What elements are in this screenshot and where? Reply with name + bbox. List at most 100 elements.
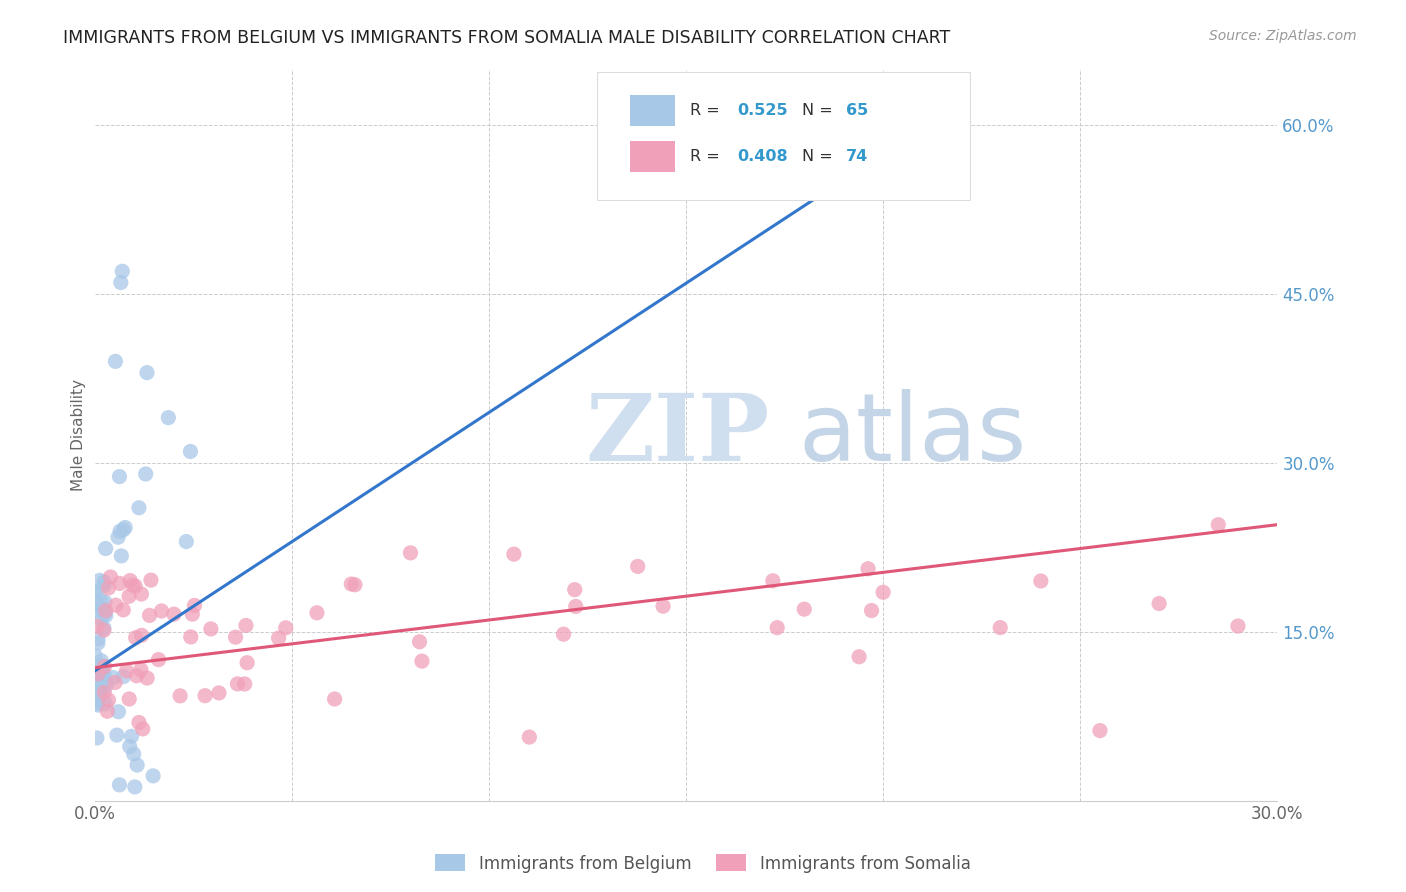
Point: [200, 622, 222, 636]
Point: [163, 607, 186, 622]
Point: [179, 444, 201, 458]
Point: [96, 679, 118, 693]
Point: [104, 598, 127, 612]
Point: [848, 649, 870, 664]
Point: [121, 578, 143, 592]
Legend: Immigrants from Belgium, Immigrants from Somalia: Immigrants from Belgium, Immigrants from…: [429, 847, 977, 880]
Point: [90, 593, 112, 607]
Point: [91, 665, 114, 679]
Point: [127, 758, 149, 772]
Point: [91, 672, 114, 686]
Point: [124, 780, 146, 794]
Point: [93, 659, 115, 673]
Point: [112, 523, 135, 537]
Point: [90, 662, 112, 676]
Point: [94, 607, 117, 621]
Point: [553, 627, 575, 641]
FancyBboxPatch shape: [598, 72, 970, 201]
Point: [180, 630, 202, 644]
Point: [1088, 723, 1111, 738]
Point: [104, 675, 127, 690]
Point: [399, 546, 422, 560]
Point: [139, 573, 162, 587]
Point: [93, 579, 115, 593]
Point: [565, 599, 588, 614]
Point: [112, 670, 135, 684]
Point: [86, 731, 108, 745]
Point: [138, 608, 160, 623]
Point: [111, 264, 134, 278]
Point: [131, 628, 153, 642]
Point: [87, 690, 110, 705]
Point: [97, 581, 120, 595]
Text: IMMIGRANTS FROM BELGIUM VS IMMIGRANTS FROM SOMALIA MALE DISABILITY CORRELATION C: IMMIGRANTS FROM BELGIUM VS IMMIGRANTS FR…: [63, 29, 950, 46]
Point: [120, 574, 142, 588]
Text: 0.408: 0.408: [737, 149, 787, 164]
Bar: [630, 95, 675, 126]
Point: [93, 685, 115, 699]
Point: [118, 589, 141, 603]
Point: [233, 677, 256, 691]
Point: [87, 636, 110, 650]
Point: [340, 577, 363, 591]
Point: [136, 366, 159, 380]
Text: atlas: atlas: [799, 389, 1026, 481]
Point: [128, 715, 150, 730]
Point: [1226, 619, 1249, 633]
Point: [108, 469, 131, 483]
Point: [150, 604, 173, 618]
Point: [93, 668, 115, 682]
Point: [86, 619, 108, 633]
Point: [208, 686, 231, 700]
Point: [86, 692, 108, 706]
Point: [107, 530, 129, 544]
Bar: [630, 141, 675, 172]
Point: [125, 669, 148, 683]
Point: [135, 467, 157, 481]
Point: [502, 547, 524, 561]
Point: [157, 410, 180, 425]
Point: [122, 747, 145, 761]
Point: [94, 697, 117, 711]
Point: [1147, 597, 1170, 611]
Point: [766, 621, 789, 635]
Text: N =: N =: [801, 149, 838, 164]
Point: [112, 603, 135, 617]
Y-axis label: Male Disability: Male Disability: [72, 378, 86, 491]
Point: [94, 541, 117, 556]
Point: [274, 621, 297, 635]
Point: [87, 698, 110, 712]
Point: [235, 618, 257, 632]
Text: Source: ZipAtlas.com: Source: ZipAtlas.com: [1209, 29, 1357, 43]
Point: [108, 778, 131, 792]
Point: [90, 673, 112, 687]
Point: [118, 692, 141, 706]
Point: [343, 578, 366, 592]
Point: [91, 658, 114, 673]
Point: [96, 704, 118, 718]
Point: [93, 624, 115, 638]
Point: [860, 603, 883, 617]
Point: [110, 549, 132, 563]
Point: [652, 599, 675, 614]
Point: [87, 666, 110, 681]
Point: [118, 739, 141, 754]
Point: [84, 648, 107, 663]
Point: [90, 613, 112, 627]
Point: [856, 562, 879, 576]
Point: [93, 621, 115, 635]
Point: [181, 607, 204, 621]
Point: [115, 664, 138, 678]
Point: [105, 728, 128, 742]
Text: 65: 65: [845, 103, 868, 118]
Point: [90, 654, 112, 668]
Point: [84, 697, 107, 711]
Point: [226, 677, 249, 691]
Point: [125, 631, 148, 645]
Point: [94, 608, 117, 623]
Point: [108, 524, 131, 539]
Point: [84, 659, 107, 673]
Point: [91, 663, 114, 677]
Point: [89, 574, 111, 588]
Point: [148, 652, 170, 666]
